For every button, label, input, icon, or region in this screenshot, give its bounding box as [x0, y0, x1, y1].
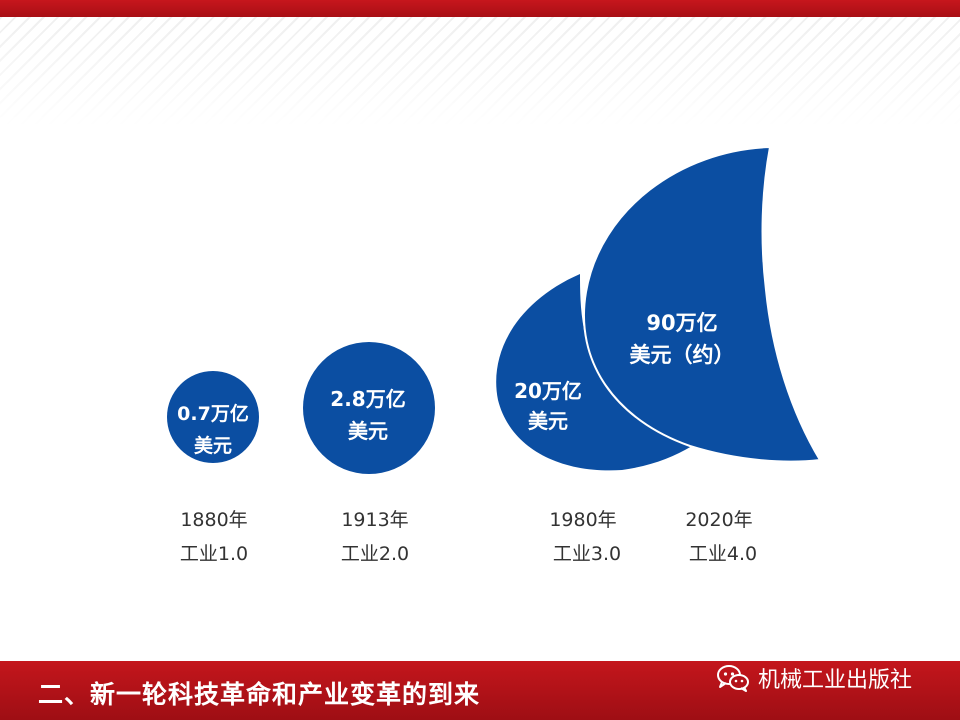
stage-1-value-line2: 美元: [194, 434, 232, 457]
stage-2-circle: [303, 342, 435, 474]
stage-3-value-line2: 美元: [528, 409, 568, 433]
stage-3-label: 工业3.0: [553, 543, 621, 565]
header-stripe-pattern: [0, 17, 960, 127]
stage-4-year: 2020年: [685, 509, 752, 531]
stage-2-value-line2: 美元: [348, 419, 388, 443]
stage-1-label: 工业1.0: [180, 543, 248, 565]
watermark: 机械工业出版社: [716, 662, 912, 694]
stage-4-shape: [583, 145, 822, 463]
stage-1-value-line1: 0.7万亿: [177, 402, 249, 425]
stage-2-label: 工业2.0: [341, 543, 409, 565]
stage-2-bubble: 2.8万亿 美元: [303, 342, 435, 474]
stage-3-value-line1: 20万亿: [514, 379, 582, 403]
wechat-icon: [717, 665, 749, 692]
stage-4-label: 工业4.0: [689, 543, 757, 565]
stage-4-value-line2: 美元（约）: [630, 343, 735, 367]
section-title: 二、新一轮科技革命和产业变革的到来: [38, 680, 481, 709]
stage-1-year: 1880年: [180, 509, 247, 531]
stage-1-circle: [167, 371, 259, 463]
watermark-label: 机械工业出版社: [758, 668, 913, 693]
stage-4-value-line1: 90万亿: [646, 311, 717, 335]
stage-2-value-line1: 2.8万亿: [330, 387, 405, 411]
footer-bar: [0, 661, 960, 720]
stage-2-year: 1913年: [341, 509, 408, 531]
stage-3-year: 1980年: [549, 509, 616, 531]
industrial-revolution-diagram: 0.7万亿 美元 2.8万亿 美元 20万亿 美元 90万亿 美元（约） 188…: [167, 145, 822, 565]
top-accent-bar: [0, 0, 960, 17]
stage-4-bubble: 90万亿 美元（约）: [583, 145, 822, 463]
stage-1-bubble: 0.7万亿 美元: [167, 371, 259, 463]
